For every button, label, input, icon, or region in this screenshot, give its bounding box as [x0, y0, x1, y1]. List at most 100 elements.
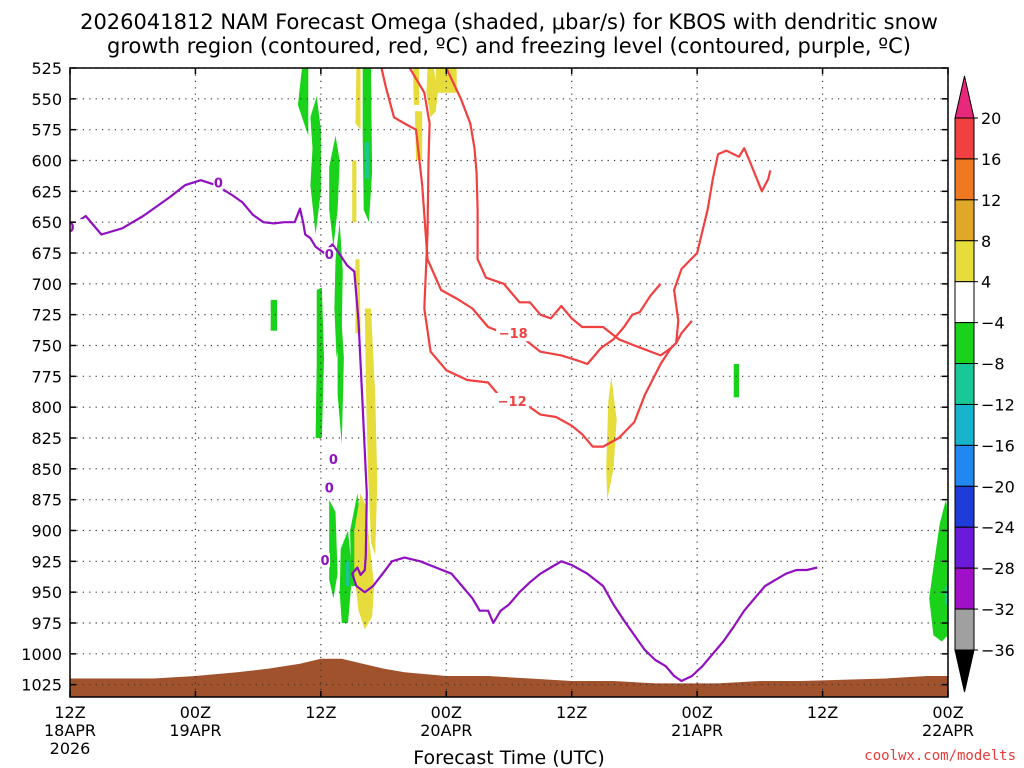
y-tick-label-850: 850: [31, 460, 62, 479]
omega-region-23: [426, 68, 438, 118]
y-tick-label-525: 525: [31, 59, 62, 78]
terrain-fill: [70, 658, 948, 697]
x-tick-label-0-2: 18APR: [44, 721, 96, 740]
omega-region-2: [329, 135, 340, 247]
omega-region-0: [297, 68, 309, 136]
y-tick-label-1000: 1000: [21, 645, 62, 664]
x-tick-label-36-1: 00Z: [431, 703, 462, 722]
colorbar-label-6: −8: [981, 355, 1005, 374]
omega-region-11: [733, 364, 739, 398]
omega-region-8: [329, 499, 338, 599]
x-tick-label-12-2: 19APR: [169, 721, 221, 740]
omega-region-22: [414, 111, 423, 161]
colorbar-box-1: [954, 158, 975, 201]
colorbar-label-3: 8: [981, 232, 991, 251]
y-tick-label-925: 925: [31, 552, 62, 571]
omega-region-13: [364, 142, 369, 179]
plot-frame: [69, 67, 949, 698]
contour-line-3: [70, 179, 818, 683]
omega-region-12: [929, 499, 948, 642]
omega-region-19: [364, 308, 378, 556]
colorbar-box-8: [954, 444, 975, 487]
freezing-label-bg-2: [328, 451, 339, 466]
y-tick-label-900: 900: [31, 522, 62, 541]
freezing-label-3: 0: [325, 481, 334, 496]
y-tick-label-550: 550: [31, 90, 62, 109]
contour-line-0: [445, 68, 772, 357]
y-tick-label-975: 975: [31, 614, 62, 633]
freezing-label-bg-4: [320, 553, 331, 568]
colorbar-box-3: [954, 240, 975, 283]
colorbar-label-0: 20: [981, 109, 1001, 128]
freezing-label-bg-3: [324, 480, 335, 495]
contour-line-2: [408, 68, 693, 448]
omega-region-14: [345, 561, 350, 586]
colorbar-label-4: 4: [981, 273, 991, 292]
colorbar-label-13: −36: [981, 641, 1015, 660]
x-tick-label-36-2: 20APR: [420, 721, 472, 740]
colorbar-label-12: −32: [981, 600, 1015, 619]
omega-region-17: [352, 160, 357, 223]
colorbar-label-9: −20: [981, 477, 1015, 496]
x-tick-label-24-1: 12Z: [305, 703, 336, 722]
freezing-label-1: 0: [325, 248, 334, 263]
credit-text: coolwx.com/modelts: [864, 748, 1016, 764]
x-axis-title: Forecast Time (UTC): [413, 747, 604, 768]
colorbar-label-7: −12: [981, 395, 1015, 414]
contour-label-3: 0: [65, 221, 74, 236]
freezing-label-2: 0: [329, 453, 338, 468]
colorbar-box-10: [954, 526, 975, 569]
y-tick-label-775: 775: [31, 367, 62, 386]
y-tick-label-625: 625: [31, 182, 62, 201]
colorbar-box-5: [954, 322, 975, 365]
colorbar-label-11: −28: [981, 559, 1015, 578]
y-tick-label-675: 675: [31, 244, 62, 263]
contour-label-bg-3: [70, 219, 87, 236]
omega-region-4: [337, 308, 344, 445]
freezing-label-bg-0: [213, 175, 224, 190]
colorbar-box-4: [954, 281, 975, 324]
colorbar-top-triangle: [954, 75, 975, 119]
x-tick-label-0-3: 2026: [50, 739, 91, 758]
x-tick-label-60-2: 21APR: [671, 721, 723, 740]
contour-label-1: −18: [499, 327, 528, 342]
omega-region-6: [270, 299, 277, 331]
colorbar-box-12: [954, 608, 975, 651]
contour-label-bg-2: [495, 393, 530, 409]
y-tick-label-825: 825: [31, 429, 62, 448]
y-tick-label-575: 575: [31, 121, 62, 140]
x-tick-label-0-1: 12Z: [54, 703, 85, 722]
omega-region-20: [354, 493, 375, 630]
omega-region-15: [944, 586, 948, 605]
chart-title-line1: 2026041812 NAM Forecast Omega (shaded, μ…: [80, 10, 938, 34]
omega-region-24: [435, 68, 457, 93]
colorbar-box-11: [954, 567, 975, 610]
freezing-label-0: 0: [214, 177, 223, 192]
y-tick-label-1025: 1025: [21, 676, 62, 695]
colorbar-box-7: [954, 403, 975, 446]
omega-region-18: [355, 259, 361, 334]
x-tick-label-84-1: 00Z: [932, 703, 963, 722]
freezing-label-4: 0: [321, 554, 330, 569]
contour-line-1: [380, 68, 662, 366]
x-tick-label-84-2: 22APR: [922, 721, 974, 740]
colorbar-box-2: [954, 199, 975, 242]
colorbar-box-6: [954, 363, 975, 405]
y-tick-label-725: 725: [31, 306, 62, 325]
omega-region-1: [310, 96, 321, 235]
contour-label-bg-1: [496, 325, 531, 342]
colorbar-label-10: −24: [981, 518, 1015, 537]
chart-title-line2: growth region (contoured, red, ºC) and f…: [107, 34, 911, 58]
colorbar-box-9: [954, 485, 975, 528]
y-tick-label-750: 750: [31, 337, 62, 356]
colorbar-label-8: −16: [981, 436, 1015, 455]
contour-label-2: −12: [498, 395, 527, 410]
x-tick-label-12-1: 00Z: [180, 703, 211, 722]
y-tick-label-650: 650: [31, 213, 62, 232]
y-tick-label-600: 600: [31, 152, 62, 171]
y-tick-label-700: 700: [31, 275, 62, 294]
colorbar-bottom-triangle: [954, 649, 975, 693]
x-tick-label-48-1: 12Z: [556, 703, 587, 722]
y-tick-label-875: 875: [31, 491, 62, 510]
